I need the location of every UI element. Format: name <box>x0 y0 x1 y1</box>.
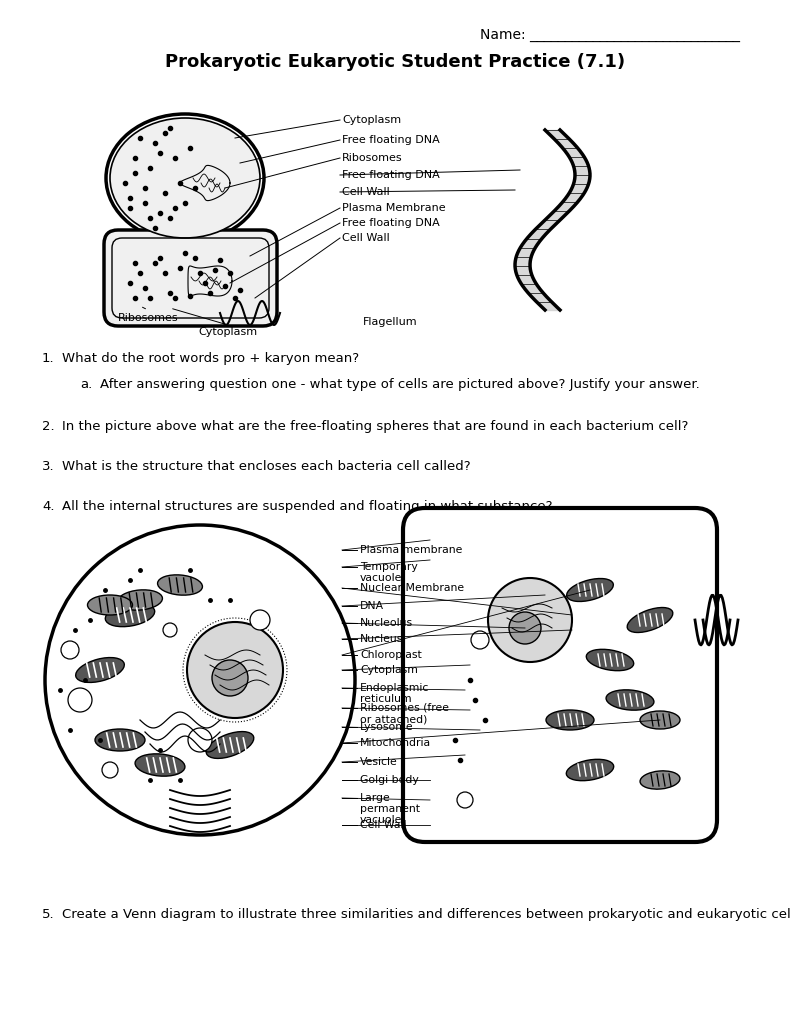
Text: 5.: 5. <box>42 908 55 921</box>
Ellipse shape <box>106 114 264 242</box>
Text: Name: ______________________________: Name: ______________________________ <box>480 28 740 42</box>
Ellipse shape <box>566 760 614 780</box>
Text: 2.: 2. <box>42 420 55 433</box>
Text: Free floating DNA: Free floating DNA <box>342 170 440 180</box>
Ellipse shape <box>546 710 594 730</box>
Ellipse shape <box>118 590 162 610</box>
Text: Plasma Membrane: Plasma Membrane <box>342 203 445 213</box>
Ellipse shape <box>586 649 634 671</box>
Circle shape <box>250 610 270 630</box>
Text: Endoplasmic
reticulum: Endoplasmic reticulum <box>360 683 430 705</box>
Ellipse shape <box>95 729 145 751</box>
Circle shape <box>188 728 212 752</box>
Text: Ribosomes: Ribosomes <box>342 153 403 163</box>
Text: Cytoplasm: Cytoplasm <box>360 665 418 675</box>
Text: What is the structure that encloses each bacteria cell called?: What is the structure that encloses each… <box>62 460 471 473</box>
Ellipse shape <box>606 690 654 711</box>
Text: After answering question one - what type of cells are pictured above? Justify yo: After answering question one - what type… <box>100 378 700 391</box>
Circle shape <box>187 622 283 718</box>
Ellipse shape <box>76 657 124 682</box>
Text: Cell Wall: Cell Wall <box>342 233 390 243</box>
Text: Large
permanent
vacuole: Large permanent vacuole <box>360 793 420 825</box>
Text: 1.: 1. <box>42 352 55 365</box>
Text: In the picture above what are the free-floating spheres that are found in each b: In the picture above what are the free-f… <box>62 420 688 433</box>
Circle shape <box>471 631 489 649</box>
FancyBboxPatch shape <box>104 230 277 326</box>
Text: Create a Venn diagram to illustrate three similarities and differences between p: Create a Venn diagram to illustrate thre… <box>62 908 791 921</box>
Text: Cytoplasm: Cytoplasm <box>199 327 258 337</box>
Text: Ribosomes (free
or attached): Ribosomes (free or attached) <box>360 703 449 724</box>
Text: 3.: 3. <box>42 460 55 473</box>
Text: Free floating DNA: Free floating DNA <box>342 135 440 145</box>
Text: Chloroplast: Chloroplast <box>360 650 422 660</box>
Text: Nucleus: Nucleus <box>360 634 403 644</box>
Circle shape <box>45 525 355 835</box>
Text: Nuclear Membrane: Nuclear Membrane <box>360 583 464 593</box>
Text: Temporary
vacuole: Temporary vacuole <box>360 562 418 584</box>
Ellipse shape <box>206 731 254 759</box>
Circle shape <box>163 623 177 637</box>
Text: Cell Wall: Cell Wall <box>342 187 390 197</box>
Text: Cell Wall: Cell Wall <box>360 820 407 830</box>
Text: Cytoplasm: Cytoplasm <box>342 115 401 125</box>
Ellipse shape <box>135 754 185 776</box>
Ellipse shape <box>105 603 155 627</box>
Text: Golgi body: Golgi body <box>360 775 418 785</box>
Ellipse shape <box>640 771 680 790</box>
Circle shape <box>102 762 118 778</box>
Circle shape <box>68 688 92 712</box>
Text: Lysosome: Lysosome <box>360 722 414 732</box>
Ellipse shape <box>566 579 613 601</box>
Circle shape <box>212 660 248 696</box>
Circle shape <box>61 641 79 659</box>
Text: All the internal structures are suspended and floating in what substance?: All the internal structures are suspende… <box>62 500 552 513</box>
Text: a.: a. <box>80 378 93 391</box>
Ellipse shape <box>640 711 680 729</box>
Text: Plasma membrane: Plasma membrane <box>360 545 463 555</box>
Text: DNA: DNA <box>360 601 384 611</box>
Ellipse shape <box>157 574 202 595</box>
Text: Mitochondria: Mitochondria <box>360 738 431 748</box>
Text: Flagellum: Flagellum <box>363 317 418 327</box>
Ellipse shape <box>110 118 260 238</box>
Circle shape <box>488 578 572 662</box>
FancyBboxPatch shape <box>403 508 717 842</box>
Text: Vesicle: Vesicle <box>360 757 398 767</box>
Text: What do the root words pro + karyon mean?: What do the root words pro + karyon mean… <box>62 352 359 365</box>
Circle shape <box>457 792 473 808</box>
Ellipse shape <box>627 607 673 633</box>
Text: Prokaryotic Eukaryotic Student Practice (7.1): Prokaryotic Eukaryotic Student Practice … <box>165 53 625 71</box>
Text: Ribosomes: Ribosomes <box>118 313 178 323</box>
Text: Nucleolus: Nucleolus <box>360 618 413 628</box>
Circle shape <box>509 612 541 644</box>
Text: Free floating DNA: Free floating DNA <box>342 218 440 228</box>
Text: 4.: 4. <box>42 500 55 513</box>
Ellipse shape <box>88 595 133 615</box>
